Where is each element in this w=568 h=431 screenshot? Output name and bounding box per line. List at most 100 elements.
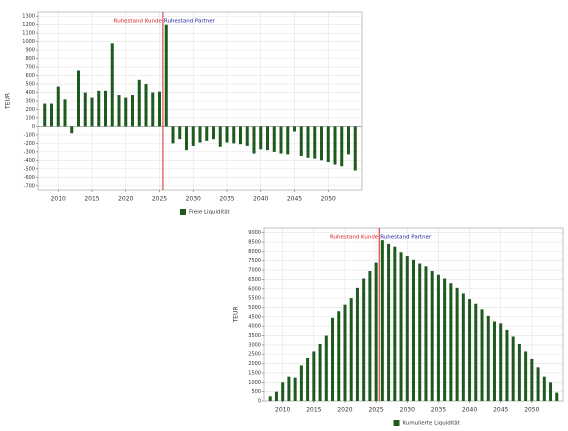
bar <box>313 126 317 159</box>
bar <box>158 91 161 127</box>
bar <box>239 126 242 145</box>
bar <box>430 271 434 401</box>
bar <box>131 95 134 127</box>
bar <box>104 90 107 127</box>
bar <box>468 299 472 401</box>
y-tick-label: 8000 <box>248 249 261 255</box>
bar <box>530 358 534 401</box>
y-tick-label: 1000 <box>248 380 261 386</box>
y-tick-label: -600 <box>24 175 35 181</box>
y-tick-label: 4000 <box>248 324 261 330</box>
bar <box>349 298 353 401</box>
bar <box>368 271 372 401</box>
y-axis-label: TEUR <box>233 306 240 323</box>
y-tick-label: 0 <box>32 124 35 130</box>
y-tick-label: 300 <box>25 99 35 105</box>
x-tick-label: 2020 <box>337 407 352 414</box>
bar <box>436 274 440 401</box>
y-tick-label: 100 <box>25 115 35 121</box>
bar <box>63 99 67 127</box>
y-tick-label: 3500 <box>248 333 261 339</box>
legend-swatch <box>393 420 400 426</box>
bar <box>480 309 484 401</box>
bar <box>353 126 357 171</box>
x-tick-label: 2025 <box>368 407 383 414</box>
bar <box>424 266 428 401</box>
x-tick-label: 2050 <box>524 407 539 414</box>
y-tick-label: 7000 <box>248 268 261 274</box>
bar <box>387 243 391 401</box>
y-tick-label: -200 <box>24 141 35 147</box>
bar <box>90 97 94 127</box>
y-tick-label: 7500 <box>248 258 261 264</box>
bar <box>355 287 359 401</box>
bar <box>144 84 148 127</box>
marker-label: Ruhestand Partner <box>164 19 216 25</box>
bar <box>343 304 347 401</box>
bar <box>318 343 322 401</box>
bar <box>418 263 422 401</box>
y-tick-label: 0 <box>258 399 261 405</box>
x-tick-label: 2010 <box>51 196 66 203</box>
x-tick-label: 2040 <box>253 196 268 203</box>
bar <box>393 246 397 401</box>
bar <box>287 376 291 401</box>
bar <box>542 376 546 401</box>
bar <box>337 311 341 401</box>
y-tick-label: -400 <box>24 158 35 164</box>
x-tick-label: 2015 <box>84 196 99 203</box>
y-tick-label: 1500 <box>248 370 261 376</box>
bar <box>70 126 74 134</box>
bar <box>524 351 528 401</box>
bar <box>299 365 303 401</box>
bar <box>374 262 378 401</box>
x-tick-label: 2025 <box>152 196 167 203</box>
bar <box>232 126 236 144</box>
y-tick-label: 600 <box>25 73 35 79</box>
bar <box>137 79 141 127</box>
y-tick-label: 9000 <box>248 230 261 236</box>
y-tick-label: 2500 <box>248 352 261 358</box>
bar <box>324 335 328 401</box>
bar <box>492 321 496 401</box>
y-tick-label: 1100 <box>22 31 35 37</box>
y-tick-label: 6000 <box>248 286 261 292</box>
bar <box>536 367 540 401</box>
x-tick-label: 2035 <box>431 407 446 414</box>
bar <box>252 126 256 154</box>
y-tick-label: 2000 <box>248 361 261 367</box>
bar <box>362 278 366 401</box>
y-axis-label: TEUR <box>5 93 12 110</box>
bar <box>306 357 310 401</box>
bar <box>455 287 459 401</box>
y-tick-label: 3000 <box>248 342 261 348</box>
bar <box>218 126 222 147</box>
bar <box>320 126 323 161</box>
y-tick-label: -700 <box>24 183 35 189</box>
bar <box>405 256 409 401</box>
y-tick-label: 1200 <box>22 22 35 28</box>
y-tick-label: 5500 <box>248 296 261 302</box>
bar <box>326 126 330 163</box>
bar <box>212 126 215 140</box>
y-tick-label: -100 <box>24 132 35 138</box>
bar <box>245 126 249 146</box>
x-tick-label: 2030 <box>400 407 415 414</box>
marker-label: Ruhestand Kunde <box>114 19 163 25</box>
bar <box>505 329 509 401</box>
bar <box>110 43 114 127</box>
bar <box>198 126 202 143</box>
bar <box>77 70 80 127</box>
bar <box>331 317 335 401</box>
y-tick-label: 500 <box>25 82 35 88</box>
y-tick-label: 400 <box>25 90 35 96</box>
y-tick-label: -500 <box>24 166 35 172</box>
y-tick-label: 700 <box>25 65 35 71</box>
bar <box>281 382 285 401</box>
y-tick-label: 900 <box>25 48 35 54</box>
bar <box>299 126 303 157</box>
legend-label: Freie Liquidität <box>189 210 231 216</box>
bar <box>178 126 182 140</box>
